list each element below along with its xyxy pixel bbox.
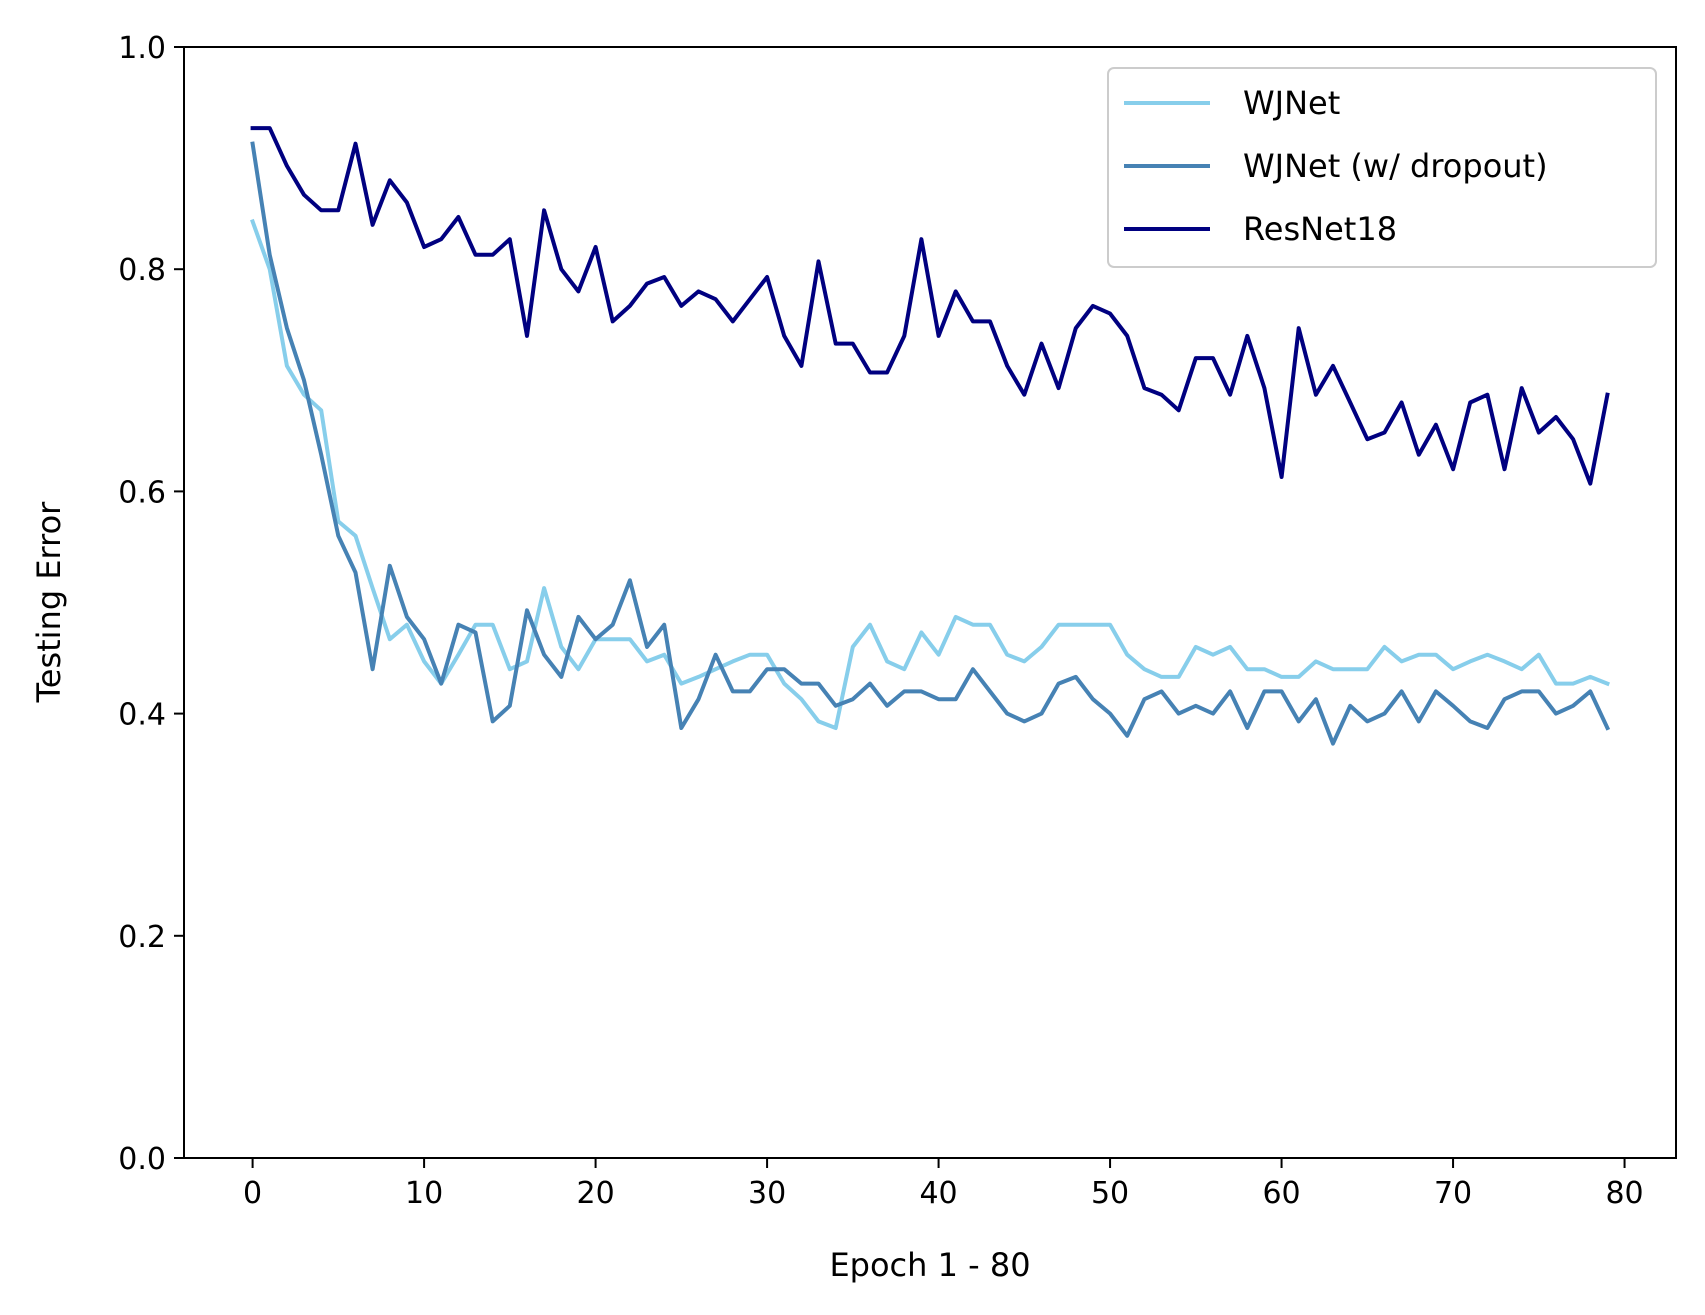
x-tick-label: 10 — [405, 1176, 443, 1211]
legend-frame — [1107, 67, 1657, 268]
y-tick-label: 0.6 — [118, 475, 166, 510]
x-tick-label: 80 — [1605, 1176, 1643, 1211]
x-tick-label: 30 — [748, 1176, 786, 1211]
x-axis-ticks: 0 10 20 30 40 50 60 70 80 — [243, 1158, 1644, 1211]
series-line-1 — [250, 218, 1610, 730]
legend-label-2: WJNet (w/ dropout) — [1243, 147, 1548, 185]
series-line-2 — [250, 141, 1611, 746]
x-tick-label: 40 — [919, 1176, 957, 1211]
x-tick-label: 20 — [576, 1176, 614, 1211]
plot-frame — [183, 46, 1677, 1159]
series-layer — [250, 126, 1611, 746]
y-axis-ticks: 0.0 0.2 0.4 0.6 0.8 1.0 — [118, 31, 184, 1177]
x-tick-label: 70 — [1434, 1176, 1472, 1211]
y-tick-label: 1.0 — [118, 31, 166, 66]
y-tick-label: 0.8 — [118, 253, 166, 288]
legend-label-1: WJNet — [1243, 84, 1340, 122]
legend-label-3: ResNet18 — [1243, 210, 1397, 248]
legend: WJNet WJNet (w/ dropout) ResNet18 — [1107, 67, 1657, 268]
legend-entries: WJNet WJNet (w/ dropout) ResNet18 — [1124, 84, 1548, 248]
x-axis-label: Epoch 1 - 80 — [829, 1246, 1030, 1284]
x-tick-label: 50 — [1091, 1176, 1129, 1211]
y-axis-label: Testing Error — [30, 501, 68, 704]
y-tick-label: 0.4 — [118, 698, 166, 733]
x-tick-label: 0 — [243, 1176, 262, 1211]
y-tick-label: 0.2 — [118, 920, 166, 955]
x-tick-label: 60 — [1262, 1176, 1300, 1211]
y-tick-label: 0.0 — [118, 1142, 166, 1177]
series-line-3 — [250, 126, 1610, 486]
